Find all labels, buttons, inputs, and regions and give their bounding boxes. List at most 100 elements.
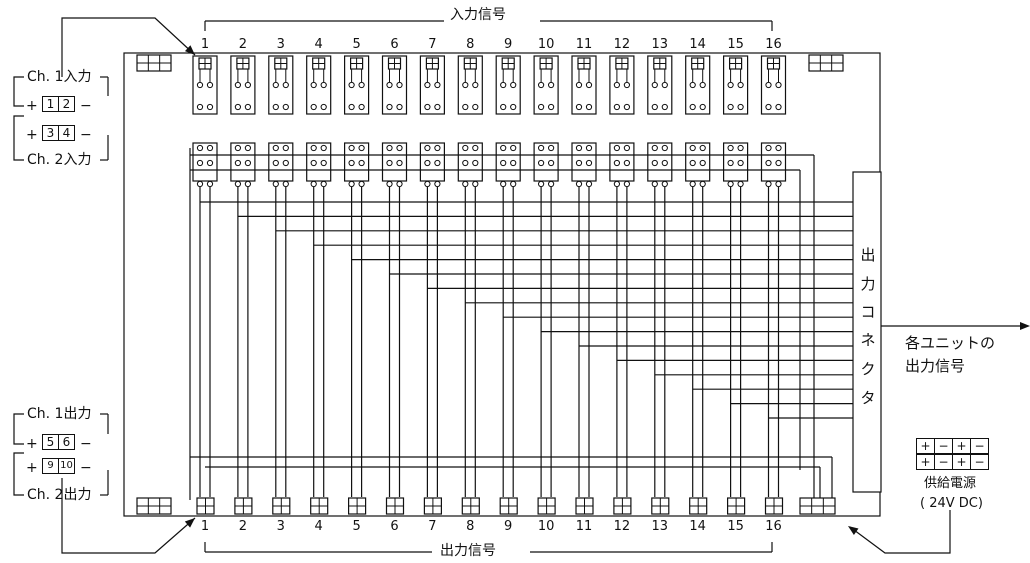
- input-terminal: [434, 81, 441, 89]
- output-terminal: [775, 144, 782, 152]
- input-terminal: [575, 81, 583, 89]
- bottom-channel-number: 7: [428, 519, 437, 534]
- plus-sign: +: [26, 127, 38, 143]
- output-terminal: [462, 159, 469, 167]
- bottom-channel-number: 13: [651, 519, 669, 534]
- output-terminal: [661, 180, 668, 188]
- input-terminal: [396, 103, 403, 111]
- output-connector: [852, 171, 882, 493]
- panel-bracket: [13, 413, 24, 445]
- output-terminal: [575, 159, 583, 167]
- output-terminal: [651, 180, 658, 188]
- output-terminal: [358, 159, 365, 167]
- panel-bracket: [13, 452, 24, 496]
- output-terminal: [358, 180, 365, 188]
- output-terminal: [234, 180, 241, 188]
- top-channel-number: 16: [765, 37, 782, 52]
- input-terminal: [272, 81, 279, 89]
- connector-label-char: ク: [860, 360, 876, 378]
- top-channel-number: 9: [504, 37, 513, 52]
- output-terminal: [348, 159, 355, 167]
- power-terminal: +: [952, 438, 971, 454]
- output-terminal: [196, 159, 204, 167]
- connector-label-char: 出: [860, 246, 876, 264]
- terminal-2: 2: [58, 96, 75, 112]
- output-terminal: [699, 180, 706, 188]
- output-terminal: [500, 180, 507, 188]
- input-terminal: [699, 81, 706, 89]
- output-terminal: [727, 144, 734, 152]
- ch2-input-label: Ch. 2入力: [27, 152, 92, 168]
- connector-label-char: 力: [860, 275, 876, 293]
- output-terminal: [244, 159, 251, 167]
- output-terminal: [472, 159, 479, 167]
- top-channel-number: 8: [466, 37, 475, 52]
- input-terminal: [699, 103, 706, 111]
- output-unit: [760, 142, 787, 182]
- input-terminal: [196, 103, 204, 111]
- output-terminal: [727, 159, 734, 167]
- plus-sign: +: [26, 436, 38, 452]
- output-terminal: [510, 159, 517, 167]
- output-unit: [609, 142, 635, 182]
- output-terminal: [282, 159, 289, 167]
- top-channel-number: 10: [537, 37, 555, 52]
- input-terminal: [623, 103, 631, 111]
- terminal-1: 1: [42, 96, 59, 112]
- minus-sign: −: [80, 98, 92, 114]
- bottom-channel-number: 16: [765, 519, 782, 534]
- output-terminal: [462, 144, 469, 152]
- input-terminal: [424, 103, 431, 111]
- input-terminal: [234, 103, 241, 111]
- bottom-channel-number: 15: [727, 519, 744, 534]
- output-unit: [533, 142, 559, 182]
- power-terminal: +: [916, 454, 935, 470]
- terminal-3: 3: [42, 125, 59, 141]
- output-note-line1: 各ユニットの: [905, 334, 996, 352]
- output-terminal: [613, 159, 621, 167]
- input-terminal: [538, 103, 545, 111]
- output-terminal: [651, 144, 658, 152]
- output-terminal: [548, 144, 555, 152]
- output-unit: [647, 142, 673, 182]
- input-terminal: [424, 81, 431, 89]
- output-terminal: [206, 159, 214, 167]
- output-terminal: [234, 144, 241, 152]
- input-terminal: [737, 103, 744, 111]
- top-channel-number: 11: [575, 37, 593, 52]
- output-terminal: [424, 180, 431, 188]
- output-terminal: [737, 144, 744, 152]
- bottom-channel-number: 14: [689, 519, 706, 534]
- input-terminal: [358, 81, 365, 89]
- power-terminal: +: [952, 454, 971, 470]
- input-terminal: [613, 103, 621, 111]
- output-terminal: [575, 144, 583, 152]
- output-terminal: [510, 180, 517, 188]
- output-terminal: [737, 159, 744, 167]
- output-signal-title: 出力信号: [440, 543, 496, 559]
- output-terminal: [699, 159, 706, 167]
- input-terminal: [462, 103, 469, 111]
- bottom-channel-number: 6: [390, 519, 399, 534]
- output-terminal: [434, 180, 441, 188]
- input-terminal: [234, 81, 241, 89]
- bottom-channel-number: 2: [238, 519, 248, 534]
- input-terminal: [765, 103, 772, 111]
- output-terminal: [272, 144, 279, 152]
- output-terminal: [272, 180, 279, 188]
- input-terminal: [472, 103, 479, 111]
- input-terminal: [434, 103, 441, 111]
- power-terminal: −: [970, 454, 989, 470]
- input-terminal: [651, 103, 658, 111]
- input-terminal: [386, 103, 393, 111]
- input-terminal: [310, 103, 317, 111]
- output-terminal: [727, 180, 734, 188]
- output-terminal: [348, 180, 355, 188]
- output-terminal: [585, 180, 593, 188]
- output-terminal: [310, 180, 317, 188]
- output-unit: [685, 142, 711, 182]
- power-terminal: −: [970, 438, 989, 454]
- output-terminal: [613, 144, 621, 152]
- power-supply-label: 供給電源: [924, 476, 977, 491]
- power-arrow-head: [848, 526, 859, 536]
